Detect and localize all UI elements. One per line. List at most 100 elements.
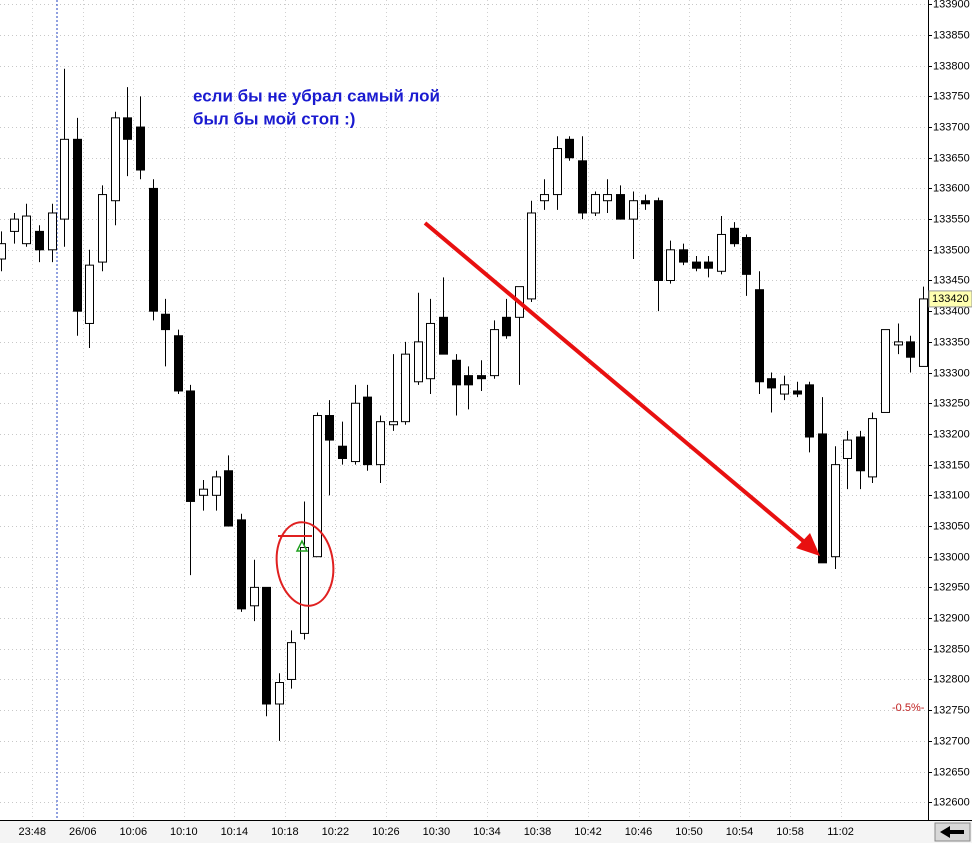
y-tick-label: 133400 bbox=[933, 305, 970, 317]
x-tick-label: 10:46 bbox=[625, 826, 653, 838]
candle-body bbox=[679, 249, 688, 263]
y-tick-label: 133800 bbox=[933, 60, 970, 72]
y-tick-label: 133600 bbox=[933, 182, 970, 194]
annotation: был бы мой стоп :) bbox=[193, 109, 355, 128]
x-tick-label: 11:02 bbox=[827, 826, 854, 838]
candle-body bbox=[224, 470, 233, 527]
candle-body bbox=[666, 249, 675, 281]
candle-body bbox=[856, 436, 865, 472]
candle-body bbox=[629, 200, 638, 220]
last-price-label: 133420 bbox=[932, 293, 969, 305]
candle-body bbox=[452, 359, 461, 386]
candle-body bbox=[250, 586, 259, 607]
candle-body bbox=[48, 212, 57, 251]
y-tick-label: 133300 bbox=[933, 367, 970, 379]
candle-body bbox=[881, 329, 890, 413]
y-tick-label: 133250 bbox=[933, 397, 970, 409]
x-tick-label: 10:18 bbox=[271, 826, 299, 838]
candle-body bbox=[199, 488, 208, 496]
candle-body bbox=[553, 148, 562, 196]
candle-body bbox=[85, 264, 94, 324]
candle-body bbox=[287, 642, 296, 680]
candle-body bbox=[351, 402, 360, 463]
candles bbox=[0, 68, 928, 741]
candle-body bbox=[35, 230, 44, 251]
candle-body bbox=[894, 341, 903, 346]
y-tick-label: 133650 bbox=[933, 152, 970, 164]
candle-body bbox=[565, 138, 574, 159]
candle-body bbox=[313, 415, 322, 558]
candle-body bbox=[149, 187, 158, 312]
y-tick-label: 133100 bbox=[933, 489, 970, 501]
last-price-box bbox=[928, 290, 972, 308]
x-tick-label: 10:34 bbox=[473, 826, 501, 838]
y-tick-label: 132850 bbox=[933, 643, 970, 655]
candle-body bbox=[616, 194, 625, 220]
candle-body bbox=[527, 212, 536, 300]
x-tick-label: 10:06 bbox=[120, 826, 148, 838]
y-tick-label: 133450 bbox=[933, 274, 970, 286]
candle-body bbox=[767, 378, 776, 389]
y-tick-label: 133750 bbox=[933, 90, 970, 102]
scroll-arrow bbox=[940, 826, 964, 838]
candle-body bbox=[237, 519, 246, 610]
candle-body bbox=[755, 289, 764, 383]
y-tick-label: 132750 bbox=[933, 704, 970, 716]
candle-body bbox=[161, 313, 170, 331]
candle-body bbox=[831, 464, 840, 558]
candle-body bbox=[919, 298, 928, 367]
candle-body bbox=[818, 433, 827, 564]
candle-body bbox=[805, 384, 814, 438]
candle-body bbox=[654, 200, 663, 281]
arrow-shaft bbox=[423, 221, 810, 547]
x-tick-label: 10:30 bbox=[423, 826, 451, 838]
candle-body bbox=[22, 215, 31, 245]
candle-body bbox=[300, 546, 309, 634]
x-tick-label: 10:22 bbox=[322, 826, 350, 838]
y-tick-label: 133700 bbox=[933, 121, 970, 133]
annotation: если бы не убрал самый лой bbox=[193, 86, 440, 105]
candle-body bbox=[0, 243, 6, 260]
time-axis-bg bbox=[0, 821, 972, 843]
candle-body bbox=[186, 390, 195, 502]
x-tick-label: 10:14 bbox=[221, 826, 249, 838]
candle-body bbox=[464, 375, 473, 386]
candle-body bbox=[376, 421, 385, 466]
candle-body bbox=[578, 160, 587, 214]
y-tick-label: 132600 bbox=[933, 796, 970, 808]
candle-body bbox=[717, 233, 726, 272]
y-tick-label: 132950 bbox=[933, 581, 970, 593]
x-tick-label: 10:54 bbox=[726, 826, 754, 838]
candle-body bbox=[868, 418, 877, 478]
y-tick-label: 133500 bbox=[933, 244, 970, 256]
x-tick-label: 10:42 bbox=[574, 826, 602, 838]
price-axis-bg bbox=[928, 0, 972, 843]
candle-body bbox=[389, 421, 398, 426]
x-tick-label: 10:26 bbox=[372, 826, 400, 838]
y-tick-label: 132650 bbox=[933, 766, 970, 778]
candle-body bbox=[414, 341, 423, 383]
grid-layer bbox=[0, 0, 928, 820]
y-tick-label: 133850 bbox=[933, 29, 970, 41]
y-tick-label: 133050 bbox=[933, 520, 970, 532]
candle-body bbox=[401, 353, 410, 423]
candle-body bbox=[730, 227, 739, 245]
x-tick-label: 10:10 bbox=[170, 826, 198, 838]
x-tick-label: 10:58 bbox=[776, 826, 804, 838]
y-tick-label: 133200 bbox=[933, 428, 970, 440]
candle-body bbox=[338, 445, 347, 459]
candle-body bbox=[692, 261, 701, 269]
y-tick-label: 132700 bbox=[933, 735, 970, 747]
candle-body bbox=[477, 375, 486, 380]
candle-body bbox=[123, 117, 132, 140]
axis-labels: 132600 132650 132700 132750 132800 132850 1329… bbox=[18, 0, 969, 838]
candle-body bbox=[98, 194, 107, 263]
x-tick-label: 10:50 bbox=[675, 826, 703, 838]
candle-body bbox=[641, 200, 650, 205]
candle-body bbox=[843, 439, 852, 459]
y-tick-label: 132900 bbox=[933, 612, 970, 624]
candle-body bbox=[325, 415, 334, 441]
